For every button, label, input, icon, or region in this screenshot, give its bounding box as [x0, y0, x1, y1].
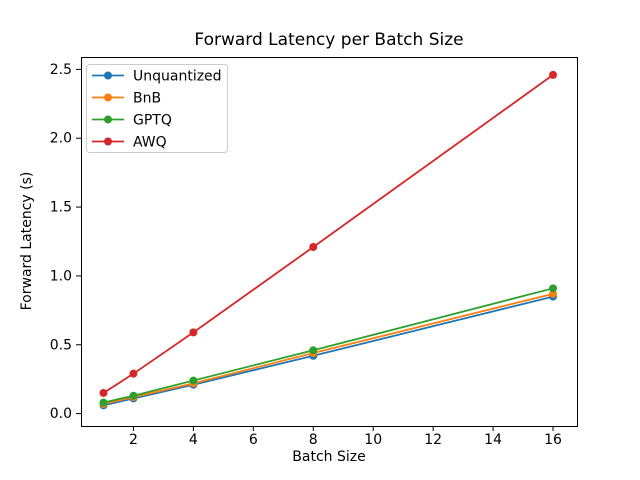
data-point-bnb: [549, 289, 558, 298]
legend-marker-icon: [104, 115, 112, 124]
x-tick-label: 12: [424, 432, 442, 448]
x-tick-label: 14: [484, 432, 502, 448]
data-point-gptq: [99, 398, 108, 407]
legend-label: AWQ: [133, 135, 167, 151]
series-line-gptq: [103, 287, 554, 404]
y-tick-label: 2.5: [50, 62, 72, 78]
y-tick-label: 0.0: [50, 406, 72, 422]
data-point-awq: [189, 328, 198, 337]
chart-title: Forward Latency per Batch Size: [194, 30, 463, 50]
y-tick-label: 1.0: [50, 268, 72, 284]
data-point-gptq: [129, 391, 138, 400]
legend-item-gptq: GPTQ: [92, 113, 172, 129]
legend-item-bnb: BnB: [92, 91, 161, 107]
data-point-gptq: [189, 376, 198, 385]
x-axis-label: Batch Size: [292, 449, 365, 465]
legend: Unquantized BnB GPTQ AWQ: [86, 64, 228, 153]
x-tick-label: 6: [249, 432, 258, 448]
legend-label: BnB: [133, 91, 161, 107]
data-point-awq: [99, 388, 108, 397]
x-tick-label: 8: [309, 432, 318, 448]
data-point-awq: [309, 243, 318, 252]
y-axis-label: Forward Latency (s): [19, 172, 35, 311]
y-tick-label: 1.5: [50, 200, 72, 216]
x-tick-label: 2: [129, 432, 138, 448]
legend-item-awq: AWQ: [92, 135, 167, 151]
plot-area: 2 4 6 8 10 12 14 16 0.0 0.5 1.0 1.5 2.0 2.5: [50, 57, 578, 448]
axes-spines: [81, 57, 578, 427]
legend-item-unquantized: Unquantized: [92, 69, 222, 85]
legend-frame: [86, 64, 228, 153]
legend-marker-icon: [104, 71, 112, 80]
data-point-awq: [129, 369, 138, 378]
legend-marker-icon: [104, 93, 112, 102]
x-tick-label: 10: [364, 432, 382, 448]
legend-label: GPTQ: [133, 113, 172, 129]
y-tick-label: 2.0: [50, 131, 72, 147]
y-tick-label: 0.5: [50, 337, 72, 353]
legend-marker-icon: [104, 137, 112, 146]
data-point-gptq: [549, 284, 558, 293]
x-tick-label: 16: [544, 432, 562, 448]
data-point-gptq: [309, 346, 318, 355]
data-point-awq: [549, 70, 558, 79]
legend-label: Unquantized: [133, 69, 222, 85]
x-tick-label: 4: [189, 432, 198, 448]
